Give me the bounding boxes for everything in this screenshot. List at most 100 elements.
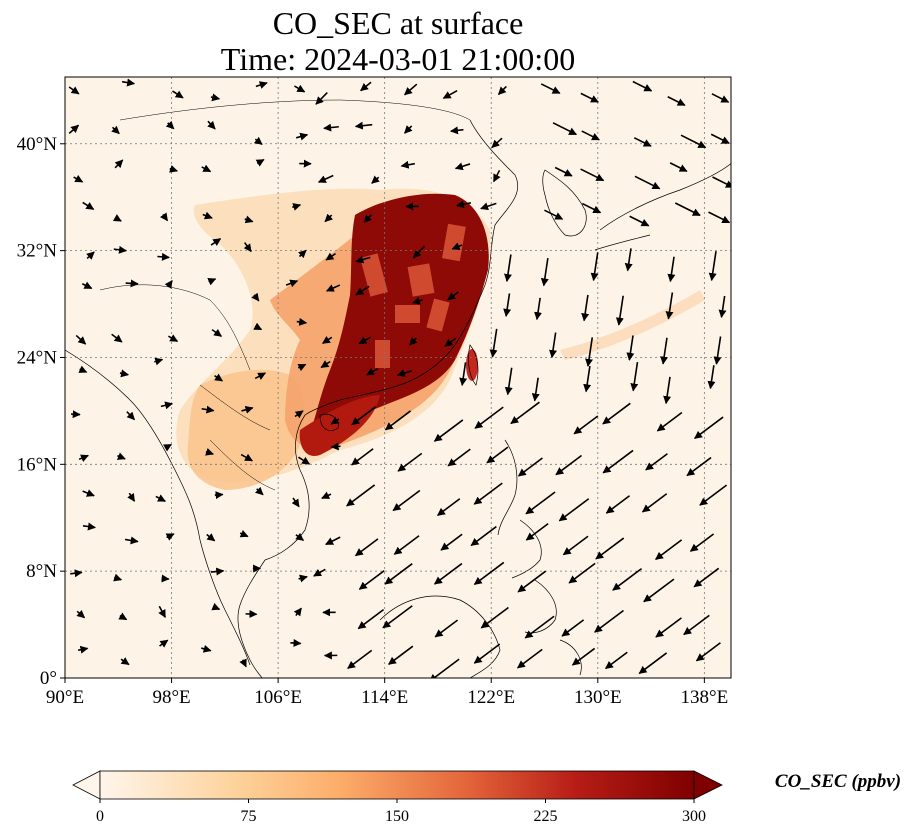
wind-arrow (73, 174, 84, 183)
wind-arrow (540, 257, 549, 287)
wind-arrow (121, 78, 136, 87)
wind-arrow (211, 328, 223, 337)
map-frame (64, 76, 732, 679)
wind-arrow (126, 411, 136, 421)
wind-arrow (295, 132, 309, 141)
wind-arrow (243, 242, 252, 253)
wind-arrow (357, 608, 385, 630)
wind-arrow (384, 563, 413, 585)
wind-arrow (456, 200, 472, 209)
wind-arrow (160, 401, 174, 410)
wind-arrow (554, 166, 573, 177)
wind-arrow (510, 401, 540, 425)
wind-arrow (409, 337, 418, 346)
colorbar-tick-label: 75 (241, 808, 257, 825)
wind-arrow (436, 498, 461, 517)
taiwan-hotspot (466, 349, 478, 381)
wind-arrow (470, 525, 497, 547)
wind-arrow (211, 602, 221, 611)
wind-arrow (480, 606, 509, 629)
wind-arrow (590, 252, 599, 282)
wind-arrow (474, 406, 504, 429)
wind-arrow (708, 211, 731, 224)
wind-arrow (711, 93, 730, 103)
wind-arrow (255, 158, 265, 167)
wind-arrow (540, 83, 561, 94)
wind-arrow (291, 497, 300, 508)
wind-arrow (665, 292, 674, 320)
wind-arrow (492, 169, 501, 183)
wind-arrow (585, 337, 594, 367)
wind-arrow (660, 337, 669, 365)
wind-arrow (210, 567, 225, 576)
wind-arrow (315, 91, 328, 105)
wind-arrow (119, 369, 130, 378)
wind-arrow (397, 452, 423, 472)
wind-arrow (163, 443, 172, 452)
wind-arrow (201, 405, 215, 414)
colorbar-ticks: 0 75 150 225 300 (96, 799, 706, 825)
wind-arrow (583, 365, 592, 393)
wind-arrow (663, 376, 672, 405)
wind-arrow (205, 448, 214, 456)
wind-arrow (292, 203, 302, 211)
wind-arrow (447, 448, 471, 467)
wind-arrow (317, 174, 334, 183)
wind-arrow (354, 538, 379, 557)
wind-arrow (321, 336, 333, 345)
wind-arrow (78, 365, 88, 373)
wind-arrow (346, 484, 376, 507)
wind-arrow (285, 279, 299, 288)
wind-arrow (158, 605, 166, 618)
wind-arrow (120, 657, 130, 666)
lon-tick-label: 106°E (254, 687, 302, 708)
wind-arrow (254, 486, 264, 496)
wind-arrow (70, 569, 83, 578)
wind-arrow (544, 209, 564, 220)
wind-arrow (517, 570, 547, 593)
wind-arrow (641, 493, 668, 513)
wind-arrow (573, 415, 599, 435)
wind-arrow (81, 281, 93, 290)
wind-arrow (624, 248, 633, 272)
wind-arrow (434, 619, 459, 638)
colorbar-tick-label: 225 (534, 808, 558, 825)
wind-arrow (562, 535, 589, 556)
wind-arrow (571, 647, 596, 666)
wind-arrow (643, 578, 675, 603)
wind-arrow (683, 614, 710, 636)
wind-arrow (76, 609, 86, 619)
wind-arrow (384, 410, 412, 431)
wind-arrow (207, 278, 217, 286)
wind-arrow (214, 491, 224, 500)
wind-arrow (667, 256, 676, 283)
wind-arrow (602, 449, 634, 474)
title-line-1: CO_SEC at surface (273, 5, 524, 41)
wind-arrow (718, 295, 727, 318)
wind-arrow (655, 617, 682, 638)
wind-arrow (497, 85, 507, 96)
wind-arrow (561, 619, 585, 637)
wind-arrow (161, 574, 170, 583)
wind-arrow (503, 254, 512, 283)
wind-arrow (206, 533, 216, 542)
wind-arrow (412, 296, 423, 305)
wind-arrow (86, 251, 95, 260)
wind-arrow (240, 453, 254, 462)
wind-arrow (244, 215, 254, 224)
wind-arrow (116, 452, 126, 460)
plume-indochina (187, 369, 305, 490)
lon-tick-label: 138°E (681, 687, 729, 708)
wind-arrow (388, 645, 414, 665)
wind-arrow (689, 533, 715, 552)
wind-arrow (447, 291, 459, 301)
wind-arrow (480, 202, 497, 211)
wind-arrow (294, 410, 304, 419)
wind-arrow (253, 322, 263, 331)
wind-arrow (503, 293, 512, 317)
wind-arrow (629, 215, 650, 227)
wind-arrow (396, 369, 412, 377)
wind-arrow (525, 522, 549, 541)
